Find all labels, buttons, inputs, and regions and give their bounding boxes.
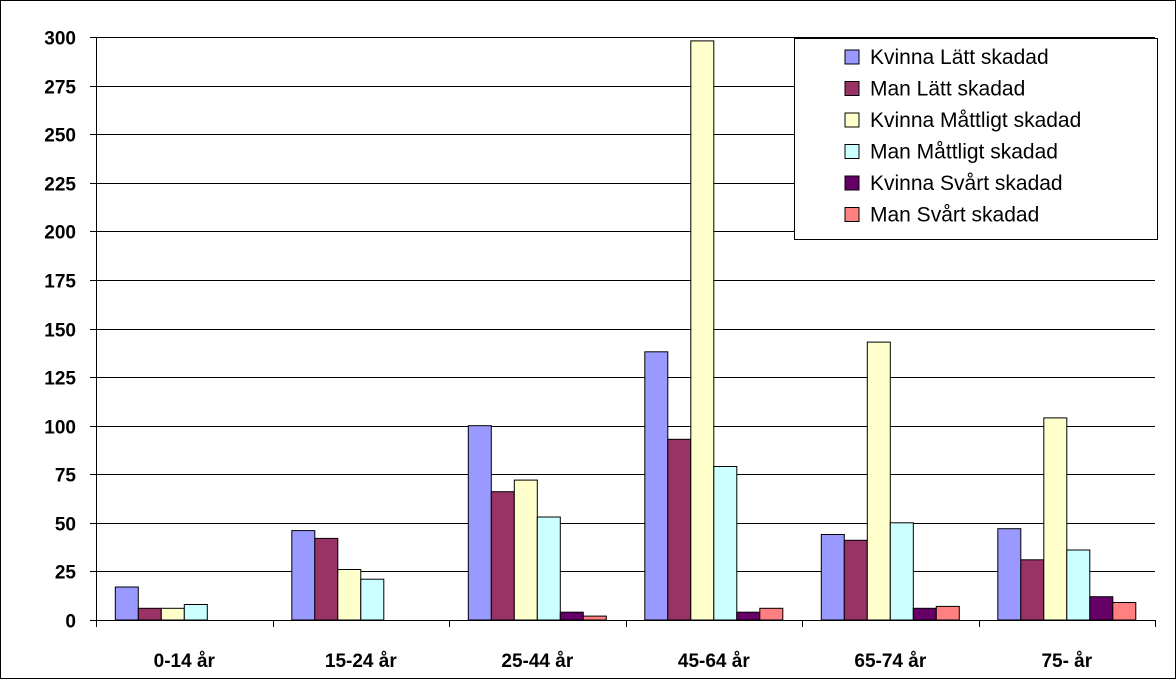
x-tick-label: 25-44 år <box>501 651 573 672</box>
bar <box>513 479 538 621</box>
legend-swatch <box>844 81 860 96</box>
bar <box>291 530 316 621</box>
bar <box>644 351 669 621</box>
bars <box>114 40 1137 621</box>
bar <box>559 611 584 621</box>
bar <box>843 539 868 621</box>
y-tick-label: 125 <box>44 369 76 390</box>
x-tick-label: 15-24 år <box>325 651 397 672</box>
x-tick-label: 45-64 år <box>678 651 750 672</box>
bar <box>997 528 1022 621</box>
bar <box>667 438 692 621</box>
y-tick-label: 150 <box>44 321 76 342</box>
legend-label: Kvinna Måttligt skadad <box>870 109 1081 132</box>
bar <box>314 537 339 621</box>
bar <box>1089 596 1114 621</box>
legend-label: Kvinna Lätt skadad <box>870 46 1049 69</box>
bar <box>1112 602 1137 621</box>
bar <box>1020 559 1045 621</box>
legend: Kvinna Lätt skadad Man Lätt skadad Kvinna … <box>794 38 1158 240</box>
bar <box>137 607 162 621</box>
legend-box <box>794 38 1158 240</box>
y-tick-label: 225 <box>44 175 76 196</box>
bar <box>912 607 937 621</box>
bar <box>1066 549 1091 621</box>
y-tick-label: 200 <box>44 223 76 244</box>
legend-swatch <box>844 112 860 128</box>
bar <box>736 611 761 621</box>
legend-swatch <box>844 207 860 222</box>
legend-label: Man Lätt skadad <box>870 78 1025 101</box>
bar <box>935 605 960 621</box>
bar <box>114 586 139 621</box>
y-tick-label: 100 <box>44 418 76 439</box>
bar <box>582 615 607 621</box>
y-tick-label: 25 <box>55 563 77 584</box>
y-tick-label: 250 <box>44 126 76 147</box>
y-tick-label: 300 <box>44 29 76 50</box>
legend-swatch <box>844 175 860 191</box>
legend-label: Man Måttligt skadad <box>870 141 1058 164</box>
y-tick-label: 275 <box>44 78 76 99</box>
bar <box>889 522 914 621</box>
y-tick-label: 0 <box>65 612 76 633</box>
x-tick-label: 0-14 år <box>154 651 216 672</box>
x-tick-label: 65-74 år <box>854 651 926 672</box>
y-tick-label: 175 <box>44 272 76 293</box>
bar <box>713 466 738 621</box>
bar <box>759 607 784 621</box>
bar <box>360 578 385 621</box>
bar <box>490 491 515 621</box>
legend-label: Man Svårt skadad <box>870 204 1039 227</box>
bar <box>1043 417 1068 621</box>
legend-label: Kvinna Svårt skadad <box>870 172 1063 195</box>
bar <box>337 569 362 621</box>
bar <box>536 516 561 621</box>
legend-swatch <box>844 144 860 159</box>
x-tick-label: 75- år <box>1041 651 1092 672</box>
legend-swatch <box>844 49 860 65</box>
y-tick-label: 50 <box>55 515 76 536</box>
axes: 0 25 50 75 100 125 150 175 200 225 250 275 300 0-14 å… <box>44 29 1156 672</box>
y-tick-label: 75 <box>55 466 77 487</box>
bar <box>820 534 845 621</box>
bar <box>866 341 891 621</box>
gridlines <box>96 37 1155 572</box>
bar <box>690 40 715 621</box>
bar <box>467 425 492 621</box>
bar <box>183 604 208 621</box>
bar <box>160 607 185 621</box>
